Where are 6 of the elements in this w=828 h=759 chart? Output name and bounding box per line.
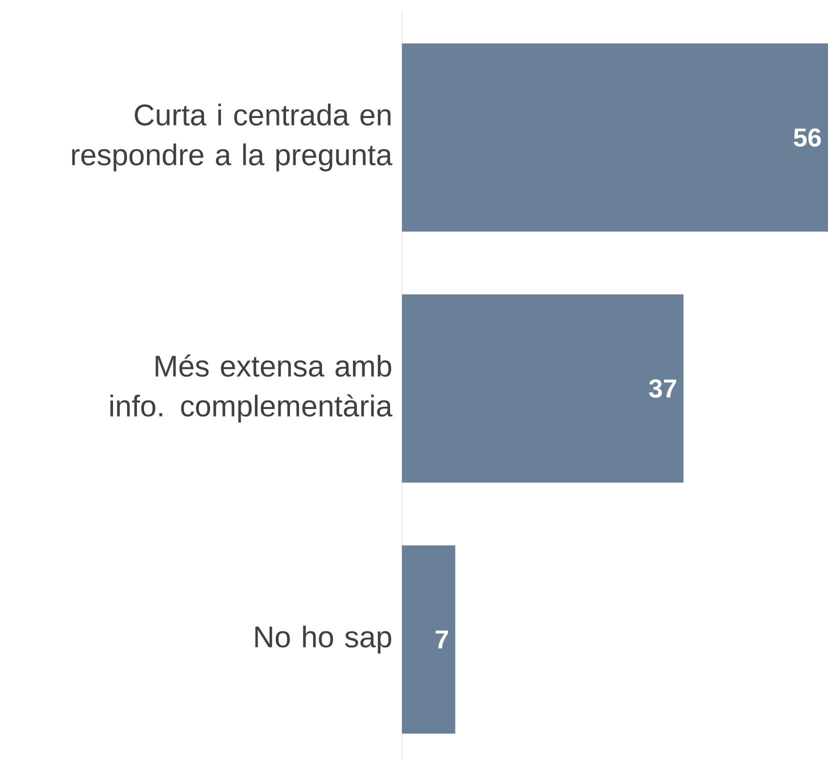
y-tick-label: Més extensa amb info. complementària	[110, 354, 392, 423]
data-label: 7	[436, 630, 448, 648]
y-tick-label: Curta i centrada en respondre a la pregunta	[72, 104, 392, 172]
data-label: 37	[649, 379, 676, 398]
data-label: 56	[794, 128, 821, 147]
y-tick-label: No ho sap	[255, 626, 392, 654]
